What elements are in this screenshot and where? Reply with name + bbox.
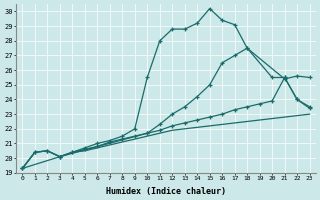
X-axis label: Humidex (Indice chaleur): Humidex (Indice chaleur) bbox=[106, 187, 226, 196]
